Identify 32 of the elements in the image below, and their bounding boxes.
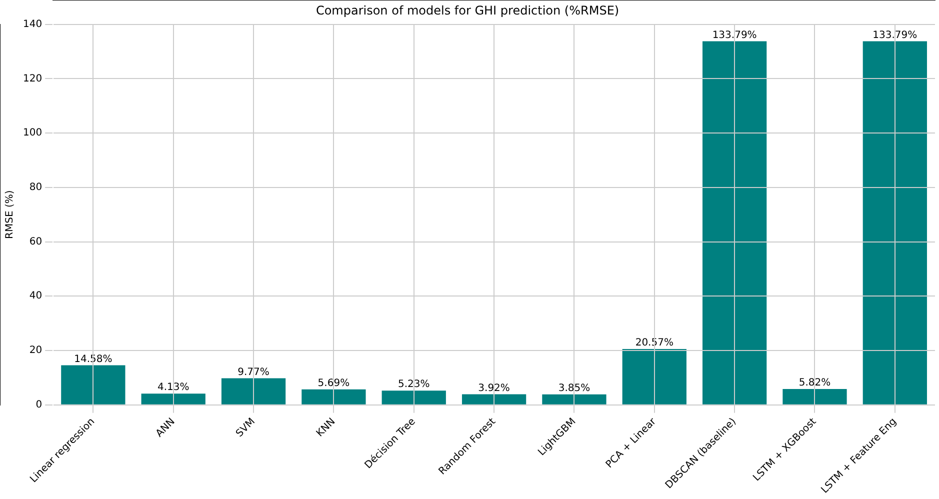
bar [382,390,446,404]
y-axis-title: RMSE (%) [4,190,16,239]
bar [622,348,686,404]
data-label: 3.92% [478,382,510,394]
bar [862,41,927,404]
data-label: 14.58% [74,354,112,365]
y-tick-label: 40 [29,290,42,302]
data-label: 5.69% [318,378,350,389]
bar [462,394,526,404]
bar [61,365,126,404]
y-tick-label: 0 [36,399,42,410]
bar [221,378,286,404]
y-tick-label: 100 [22,128,42,139]
chart-title: Comparison of models for GHI prediction (%RMSE) [316,3,620,18]
bar [141,394,206,404]
data-label: 9.77% [238,366,270,378]
data-label: 5.23% [398,379,430,390]
data-label: 3.85% [558,382,590,394]
bar [542,394,606,404]
bar [782,389,847,404]
y-tick-label: 60 [29,236,42,248]
data-label: 4.13% [157,382,190,394]
y-tick-label: 120 [22,73,42,84]
data-label: 5.82% [798,378,831,389]
y-tick-label: 20 [29,345,42,356]
bar [302,389,366,404]
y-tick-label: 140 [22,18,42,30]
data-label: 133.79% [872,30,918,41]
bar [702,41,767,404]
y-tick-label: 80 [29,182,42,194]
data-label: 133.79% [712,30,757,41]
data-label: 20.57% [635,338,674,349]
